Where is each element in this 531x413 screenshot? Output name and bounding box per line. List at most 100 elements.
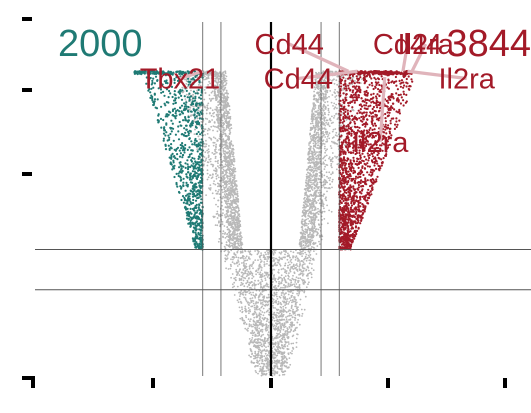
ns-point [306, 228, 309, 231]
ns-point [265, 303, 267, 306]
ns-point [279, 282, 281, 285]
ns-point [249, 332, 252, 334]
ns-point [266, 260, 269, 262]
ns-point [205, 194, 208, 197]
ns-point [264, 251, 267, 254]
ns-point [273, 365, 276, 368]
ns-point [264, 352, 267, 355]
ns-point [225, 98, 228, 101]
ns-point [294, 300, 297, 303]
ns-point [245, 308, 247, 311]
ns-point [262, 370, 265, 373]
ns-point [214, 125, 216, 128]
ns-point [293, 296, 296, 298]
ns-point [307, 212, 310, 215]
ns-point [223, 93, 226, 96]
ns-point [246, 279, 249, 282]
ns-point [214, 108, 217, 111]
ns-point [268, 264, 270, 267]
ns-point [252, 313, 255, 316]
ns-point [247, 307, 250, 309]
ns-point [317, 192, 320, 194]
ns-point [272, 253, 275, 256]
ns-point [314, 124, 317, 127]
ns-point [280, 365, 282, 368]
ns-point [327, 113, 330, 116]
ns-point [255, 283, 257, 286]
ns-point [217, 109, 220, 111]
ns-point [277, 269, 280, 271]
ns-point [301, 266, 304, 268]
ns-point [292, 313, 295, 315]
ns-point [313, 130, 316, 133]
ns-point [317, 109, 319, 112]
ns-point [252, 341, 255, 344]
ns-point [315, 253, 318, 255]
ns-point [335, 79, 338, 82]
ns-point [288, 263, 291, 266]
ns-point [281, 322, 284, 325]
ns-point [221, 80, 223, 82]
ns-point [251, 299, 254, 302]
ns-point [326, 204, 328, 207]
ns-point [326, 100, 329, 103]
ns-point [283, 301, 285, 304]
ns-point [216, 139, 219, 141]
ns-point [284, 338, 286, 341]
ns-point [230, 140, 233, 143]
ns-point [279, 341, 281, 343]
ns-point [324, 113, 326, 116]
ns-point [261, 293, 263, 296]
ns-point [225, 82, 228, 85]
ns-point [276, 362, 278, 365]
ns-point [254, 365, 256, 368]
ns-point [273, 313, 276, 316]
ns-point [319, 226, 321, 229]
ns-point [272, 252, 275, 255]
ns-point [251, 331, 254, 333]
ns-point [312, 157, 314, 160]
ns-point [307, 205, 309, 207]
ns-point [298, 283, 301, 286]
ns-point [226, 114, 229, 116]
ns-point [328, 95, 330, 98]
ns-point [321, 201, 324, 204]
ns-point [294, 279, 297, 282]
ns-point [234, 170, 237, 173]
ns-point [304, 246, 307, 249]
ns-point [215, 143, 218, 146]
ns-point [334, 155, 336, 158]
ns-point [284, 286, 286, 289]
ns-point [307, 269, 310, 272]
ns-point [326, 140, 329, 142]
ns-point [308, 281, 310, 284]
ns-point [305, 259, 308, 262]
ns-point [323, 174, 326, 177]
ns-point [262, 307, 265, 310]
ns-point [294, 319, 296, 321]
ns-point [259, 318, 261, 321]
ns-point [275, 293, 278, 296]
ns-point [222, 168, 225, 171]
ns-point [311, 166, 314, 169]
ns-point [257, 320, 259, 322]
ns-point [306, 257, 309, 259]
ns-point [280, 251, 283, 254]
ns-point [318, 240, 320, 243]
ns-point [313, 157, 316, 159]
ns-point [317, 199, 320, 202]
ns-point [310, 126, 312, 129]
ns-point [263, 355, 266, 358]
ns-point [206, 149, 209, 152]
ns-point [205, 157, 208, 160]
ns-point [232, 217, 235, 220]
ns-point [313, 102, 316, 105]
ns-point [225, 151, 228, 154]
ns-point [249, 264, 252, 267]
ns-point [279, 323, 282, 325]
ns-point [257, 268, 260, 271]
ns-point [328, 171, 331, 174]
ns-point [215, 175, 218, 178]
ns-point [225, 210, 228, 212]
ns-point [282, 353, 284, 355]
